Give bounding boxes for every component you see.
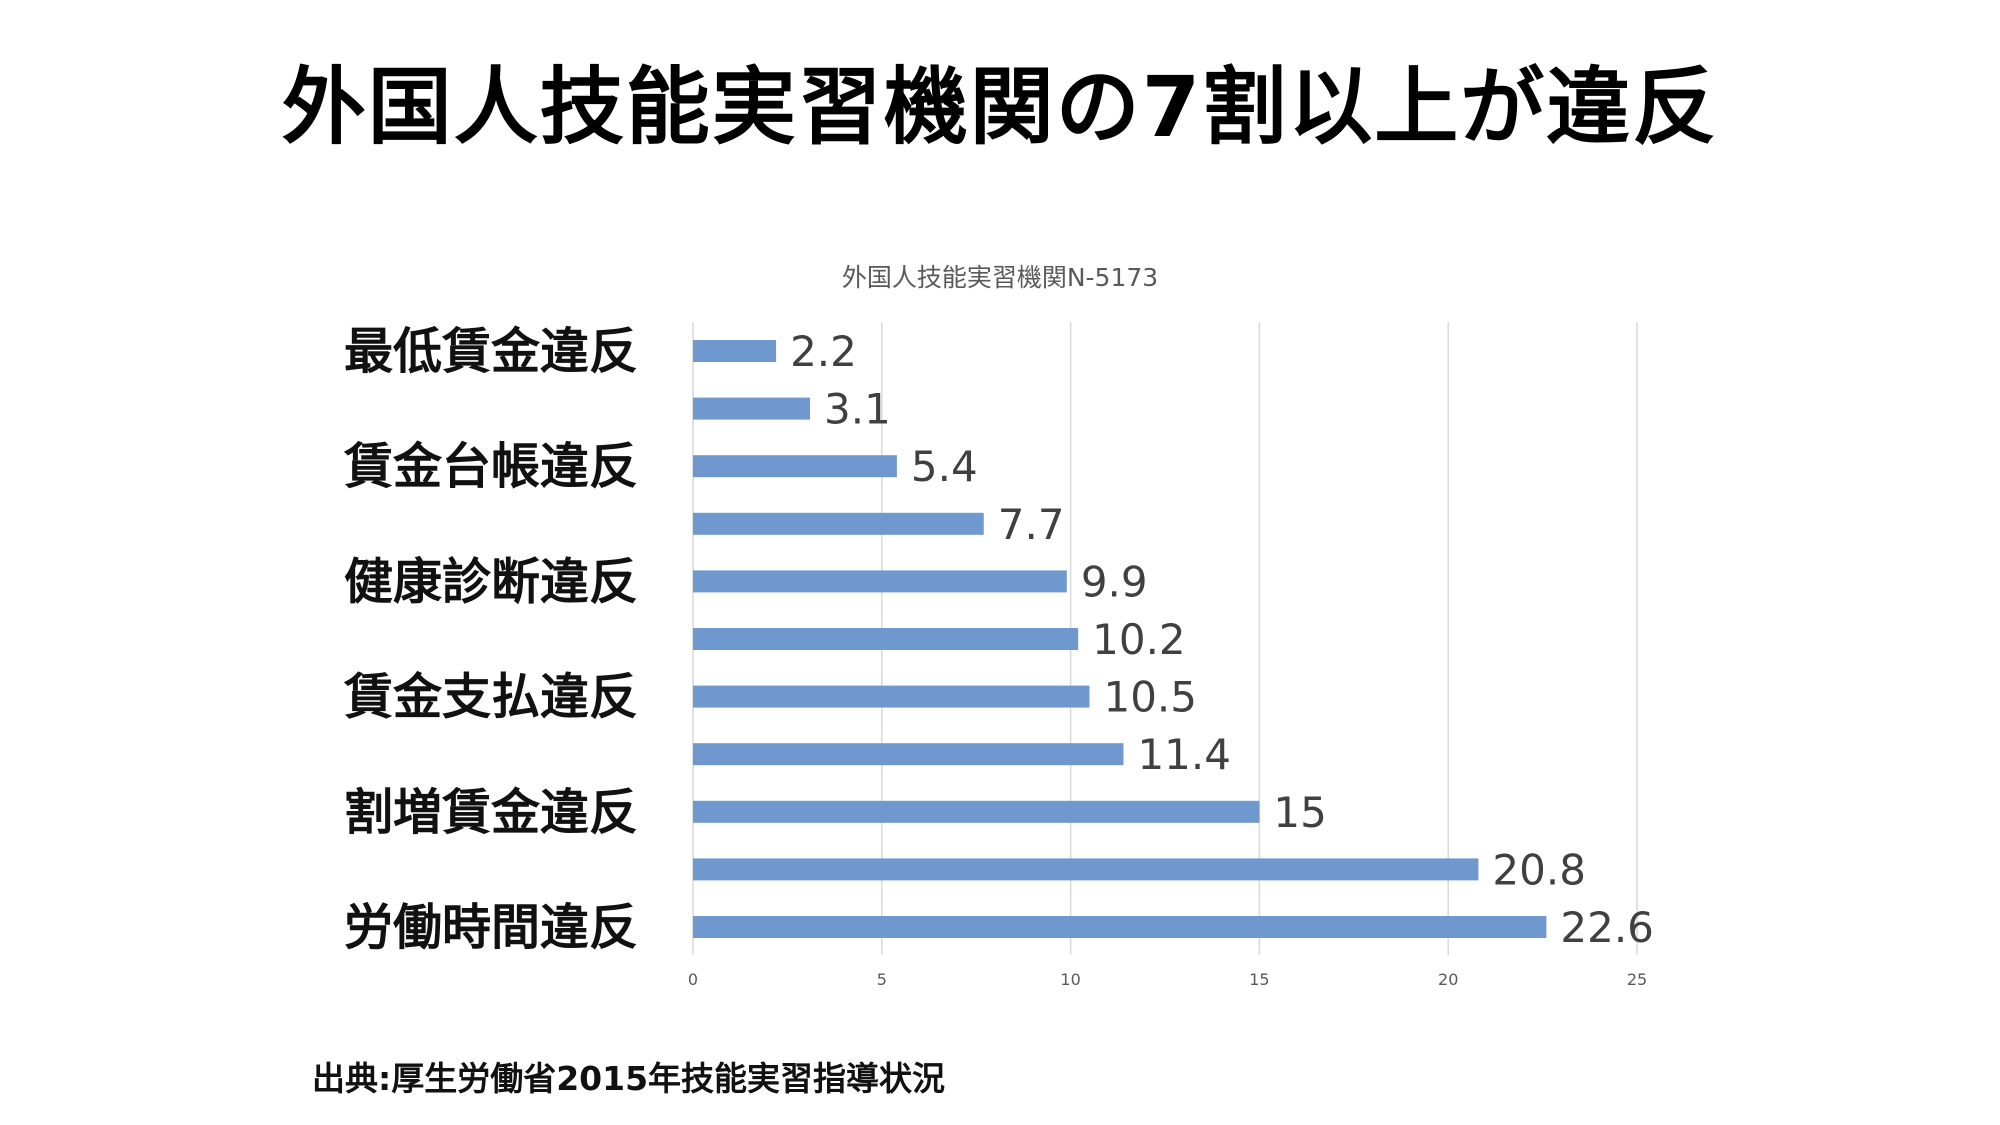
x-tick-label: 25	[1627, 970, 1647, 989]
data-label: 20.8	[1492, 845, 1586, 894]
data-label: 5.4	[911, 442, 978, 491]
data-label: 10.5	[1103, 673, 1197, 722]
data-label: 22.6	[1560, 903, 1654, 952]
data-label: 15	[1273, 788, 1326, 837]
bar	[693, 455, 897, 478]
bar	[693, 858, 1479, 881]
bar	[693, 685, 1090, 708]
x-tick-label: 10	[1060, 970, 1080, 989]
slide-title: 外国人技能実習機関の7割以上が違反	[281, 58, 1719, 156]
data-label: 3.1	[824, 385, 891, 434]
bar	[693, 397, 811, 420]
bar	[693, 340, 777, 362]
bar	[693, 916, 1547, 938]
bar	[693, 628, 1079, 650]
data-label: 11.4	[1137, 730, 1231, 779]
x-tick-label: 15	[1249, 970, 1269, 989]
chart-title: 外国人技能実習機関N-5173	[841, 263, 1159, 292]
category-label: 最低賃金違反	[344, 323, 638, 380]
category-label: 賃金台帳違反	[343, 438, 638, 495]
category-label: 割増賃金違反	[344, 784, 638, 841]
category-label: 労働時間違反	[344, 899, 638, 956]
x-tick-label: 5	[877, 970, 887, 989]
x-tick-label: 20	[1438, 970, 1458, 989]
data-label: 7.7	[998, 500, 1065, 549]
data-label: 2.2	[790, 327, 857, 376]
bar	[693, 800, 1260, 823]
bar	[693, 743, 1124, 766]
data-label: 9.9	[1081, 557, 1148, 606]
bar	[693, 512, 984, 535]
bar	[693, 570, 1067, 593]
source-note: 出典:厚生労働省2015年技能実習指導状況	[312, 1059, 946, 1098]
category-label: 健康診断違反	[344, 553, 638, 610]
category-label: 賃金支払違反	[343, 669, 638, 726]
x-tick-label: 0	[688, 970, 698, 989]
data-label: 10.2	[1092, 615, 1186, 664]
